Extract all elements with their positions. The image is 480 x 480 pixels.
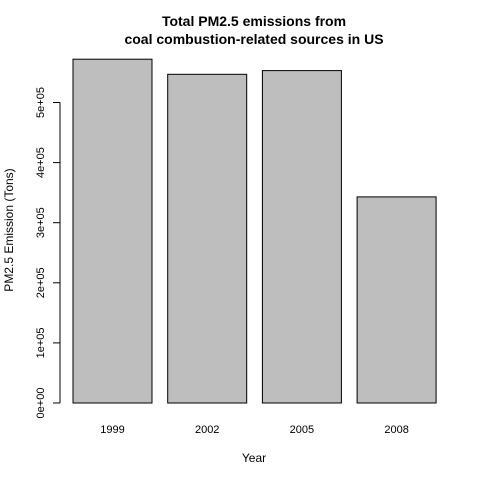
y-tick-label-2: 2e+05 [35, 267, 47, 298]
bar-group [72, 58, 437, 404]
y-axis-label: PM2.5 Emission (Tons) [2, 168, 16, 291]
y-tick-label-4: 4e+05 [35, 147, 47, 178]
chart-title-line-1: Total PM2.5 emissions from [162, 13, 346, 29]
x-tick-label-2005: 2005 [290, 424, 314, 436]
y-tick-label-5: 5e+05 [35, 87, 47, 118]
bar-2002 [167, 73, 248, 404]
x-axis-label: Year [242, 451, 266, 465]
y-axis: 0e+00 1e+05 2e+05 3e+05 4e+05 5e+05 [35, 87, 61, 419]
x-tick-label-2008: 2008 [384, 424, 408, 436]
bar-2005 [261, 70, 342, 404]
bar-1999 [72, 58, 153, 404]
x-tick-labels: 1999 2002 2005 2008 [100, 424, 409, 436]
y-tick-label-3: 3e+05 [35, 207, 47, 238]
y-tick-label-0: 0e+00 [35, 388, 47, 419]
chart-title-line-2: coal combustion-related sources in US [124, 31, 383, 47]
y-tick-label-1: 1e+05 [35, 327, 47, 358]
x-tick-label-1999: 1999 [100, 424, 124, 436]
x-tick-label-2002: 2002 [195, 424, 219, 436]
bar-2008 [356, 196, 437, 404]
